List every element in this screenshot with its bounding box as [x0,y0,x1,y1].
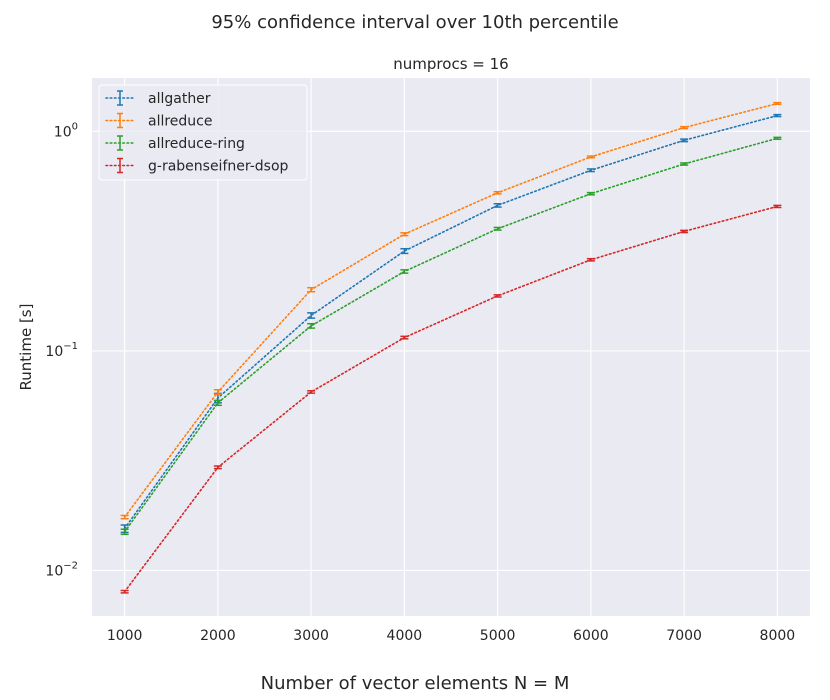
series-line [123,137,779,533]
figure-suptitle: 95% confidence interval over 10th percen… [211,12,618,33]
y-tick-label: 10−2 [45,560,78,579]
subplot-title: numprocs = 16 [393,55,508,73]
series-allgather [120,113,782,534]
series-g-rabenseifner-dsop [120,204,782,594]
legend-label: allgather [148,91,211,107]
x-tick-label: 8000 [760,628,796,644]
x-tick-label: 4000 [387,628,423,644]
x-tick-label: 5000 [480,628,516,644]
x-tick-label: 6000 [573,628,609,644]
y-tick-label: 100 [54,121,78,140]
series-line [123,114,779,530]
x-tick-label: 7000 [666,628,702,644]
series-allreduce [120,101,782,520]
y-tick-labels: 10−2 10−1 100 [45,121,78,579]
x-tick-label: 3000 [293,628,329,644]
legend: allgather allreduce allreduce-ring g-rabens… [98,84,308,181]
legend-entry-allreduce-ring: allreduce-ring [105,135,245,152]
y-axis-label: Runtime [s] [17,304,35,391]
series-line [123,102,779,518]
legend-frame [98,84,308,181]
legend-label: g-rabenseifner-dsop [148,159,289,175]
legend-entry-allreduce: allreduce [105,112,213,130]
x-tick-label: 1000 [107,628,143,644]
legend-label: allreduce-ring [148,136,245,152]
series-line [123,205,779,593]
legend-entry-allgather: allgather [105,90,211,107]
y-tick-label: 10−1 [45,341,78,360]
legend-label: allreduce [148,114,213,130]
data-series [120,101,782,594]
grid-lines [92,78,810,616]
x-tick-labels: 1000 2000 3000 4000 5000 6000 7000 8000 [107,628,795,644]
x-tick-label: 2000 [200,628,236,644]
series-allreduce-ring [120,136,782,536]
x-axis-label: Number of vector elements N = M [261,673,570,694]
legend-entry-g-rabenseifner-dsop: g-rabenseifner-dsop [105,157,289,175]
